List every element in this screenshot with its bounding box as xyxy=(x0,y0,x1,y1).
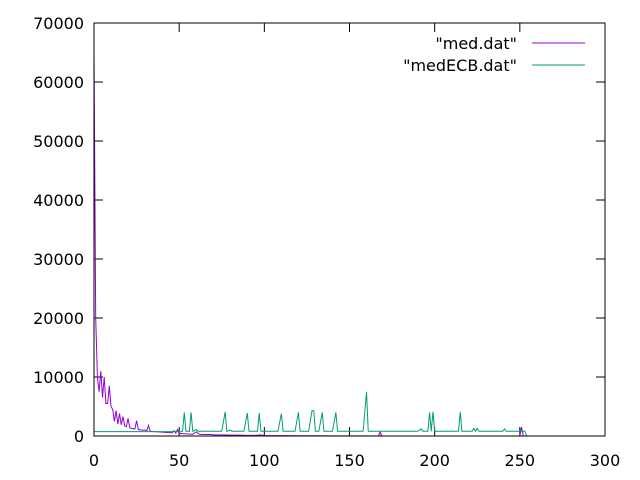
axis-ticks: 0 50 100 150 200 250 300 0 10000 20000 30000 40000 5… xyxy=(33,14,620,470)
y-tick-label: 30000 xyxy=(33,250,84,269)
y-tick-label: 0 xyxy=(74,427,84,446)
x-tick-label: 300 xyxy=(590,451,621,470)
legend: "med.dat" "medECB.dat" xyxy=(403,34,585,75)
y-tick-label: 60000 xyxy=(33,73,84,92)
y-tick-label: 40000 xyxy=(33,191,84,210)
plot-frame xyxy=(93,22,606,437)
x-tick-label: 150 xyxy=(334,451,365,470)
x-tick-label: 200 xyxy=(419,451,450,470)
series-line-2 xyxy=(94,391,528,437)
legend-label-1: "med.dat" xyxy=(435,34,517,53)
y-tick-label: 50000 xyxy=(33,132,84,151)
x-tick-label: 250 xyxy=(505,451,536,470)
x-tick-label: 50 xyxy=(169,451,189,470)
legend-label-2: "medECB.dat" xyxy=(403,56,517,75)
series-line-1 xyxy=(93,52,605,437)
series-lines xyxy=(93,52,605,437)
y-tick-label: 10000 xyxy=(33,368,84,387)
y-tick-label: 70000 xyxy=(33,14,84,33)
x-tick-label: 0 xyxy=(89,451,99,470)
y-tick-label: 20000 xyxy=(33,309,84,328)
x-tick-label: 100 xyxy=(249,451,280,470)
